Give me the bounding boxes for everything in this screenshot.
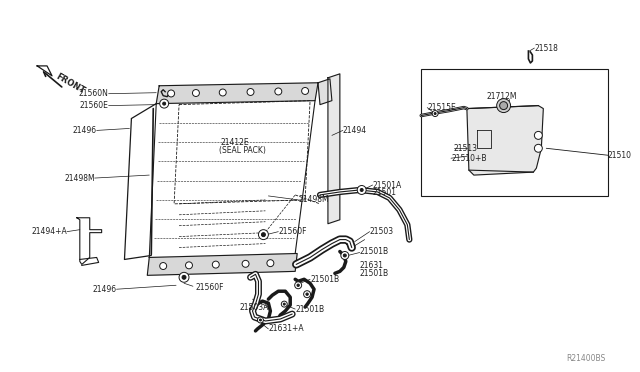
Text: 21412E: 21412E [221, 138, 250, 147]
Circle shape [160, 263, 166, 269]
Polygon shape [37, 66, 52, 76]
Text: 21501A: 21501A [372, 180, 402, 189]
Circle shape [186, 262, 193, 269]
Circle shape [242, 260, 249, 267]
Circle shape [247, 89, 254, 96]
Circle shape [297, 284, 300, 286]
Text: 21496: 21496 [92, 285, 116, 294]
Text: 21510+B: 21510+B [451, 154, 486, 163]
Polygon shape [318, 79, 332, 105]
Circle shape [357, 186, 366, 195]
Circle shape [432, 110, 438, 116]
Circle shape [193, 90, 200, 96]
Text: 21498M: 21498M [298, 195, 329, 204]
Circle shape [534, 144, 542, 152]
Text: 21494: 21494 [343, 126, 367, 135]
Text: 21560F: 21560F [196, 283, 225, 292]
Circle shape [220, 89, 226, 96]
Circle shape [284, 303, 285, 305]
Circle shape [262, 232, 266, 237]
Text: 21501B: 21501B [360, 247, 389, 256]
Text: 21513: 21513 [454, 144, 478, 153]
Circle shape [282, 301, 287, 307]
Text: FRONT: FRONT [54, 72, 86, 96]
Circle shape [259, 230, 268, 240]
Text: 21501B: 21501B [310, 275, 339, 284]
Text: 21503: 21503 [370, 227, 394, 236]
Text: 21631: 21631 [360, 261, 384, 270]
Circle shape [294, 282, 301, 289]
Text: 21515E: 21515E [427, 103, 456, 112]
Circle shape [163, 102, 166, 105]
Circle shape [182, 275, 186, 279]
Circle shape [497, 99, 511, 113]
Circle shape [257, 317, 264, 323]
Circle shape [267, 260, 274, 267]
Circle shape [500, 102, 508, 110]
Circle shape [212, 261, 220, 268]
Text: 21501B: 21501B [295, 305, 324, 314]
Polygon shape [156, 83, 318, 104]
Circle shape [534, 131, 542, 140]
Bar [421, 69, 608, 196]
Circle shape [434, 113, 436, 115]
Text: 21501: 21501 [372, 189, 397, 198]
Circle shape [343, 254, 346, 257]
Text: 21712M: 21712M [486, 92, 517, 101]
Text: 21503A: 21503A [239, 302, 268, 312]
Circle shape [301, 87, 308, 94]
Text: 21518: 21518 [534, 44, 558, 52]
Circle shape [341, 251, 349, 259]
Circle shape [360, 189, 363, 192]
Polygon shape [147, 253, 297, 275]
Polygon shape [467, 106, 543, 175]
Text: 21560N: 21560N [79, 89, 109, 98]
Text: 21631+A: 21631+A [268, 324, 304, 333]
Text: 21560E: 21560E [80, 101, 109, 110]
Circle shape [275, 88, 282, 95]
Circle shape [179, 272, 189, 282]
Text: 21494+A: 21494+A [31, 227, 67, 236]
Circle shape [303, 291, 310, 298]
Text: 21510: 21510 [608, 151, 632, 160]
Text: 21496: 21496 [72, 126, 97, 135]
Circle shape [259, 319, 262, 321]
Text: 21498M: 21498M [64, 174, 95, 183]
Circle shape [160, 99, 168, 108]
Text: 21501B: 21501B [360, 269, 389, 278]
Text: R21400BS: R21400BS [566, 354, 605, 363]
Circle shape [306, 293, 308, 295]
Polygon shape [328, 74, 340, 224]
Text: 21560F: 21560F [278, 227, 307, 236]
Text: (SEAL PACK): (SEAL PACK) [219, 146, 266, 155]
Circle shape [168, 90, 175, 97]
